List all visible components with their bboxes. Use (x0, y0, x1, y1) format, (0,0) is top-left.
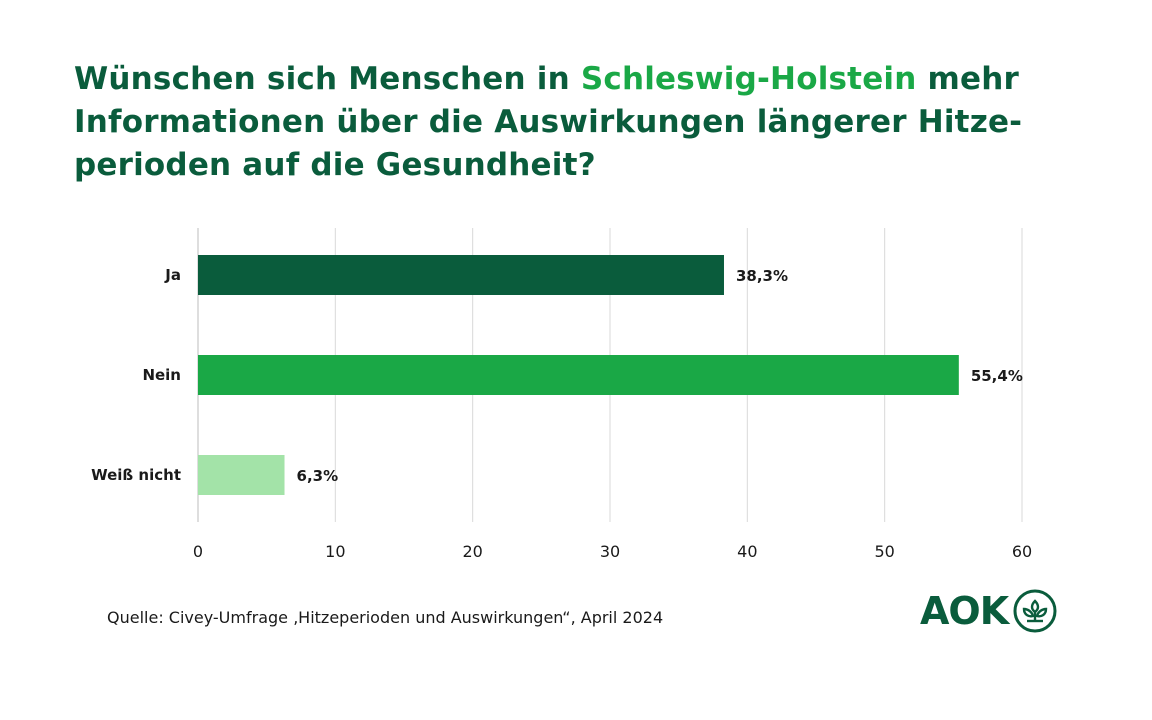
value-label: 55,4% (971, 367, 1023, 385)
title-part2: mehr Informationen über die Auswirkungen… (74, 61, 1023, 183)
source-note: Quelle: Civey-Umfrage ‚Hitzeperioden und… (107, 608, 664, 627)
bars (198, 255, 959, 495)
bar (198, 455, 285, 495)
x-tick-label: 30 (600, 542, 620, 561)
x-tick-label: 10 (325, 542, 345, 561)
x-tick-label: 50 (874, 542, 894, 561)
category-label: Ja (164, 266, 181, 284)
title-part1: Wünschen sich Menschen in (74, 61, 581, 97)
value-label: 38,3% (736, 267, 788, 285)
value-labels: 38,3% 55,4% 6,3% (297, 267, 1023, 485)
logo-text: AOK (920, 589, 1009, 633)
title-highlight: Schleswig-Holstein (580, 61, 917, 97)
x-axis-ticks: 0 10 20 30 40 50 60 (193, 542, 1032, 561)
aok-tree-icon (1013, 589, 1057, 633)
bar (198, 255, 724, 295)
value-label: 6,3% (297, 467, 339, 485)
chart-title: Wünschen sich Menschen in Schleswig-Hols… (74, 58, 1074, 187)
x-tick-label: 60 (1012, 542, 1032, 561)
x-tick-label: 20 (462, 542, 482, 561)
category-label: Nein (142, 366, 181, 384)
category-labels: Ja Nein Weiß nicht (91, 266, 181, 484)
x-tick-label: 40 (737, 542, 757, 561)
aok-logo: AOK (920, 588, 1058, 634)
x-tick-label: 0 (193, 542, 203, 561)
bar (198, 355, 959, 395)
category-label: Weiß nicht (91, 466, 181, 484)
